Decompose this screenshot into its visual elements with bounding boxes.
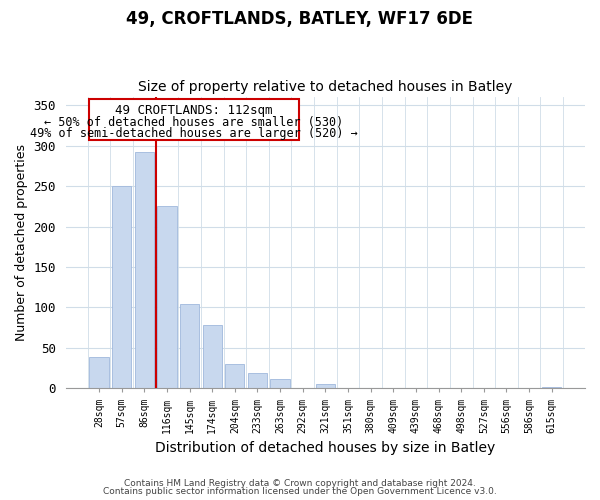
Title: Size of property relative to detached houses in Batley: Size of property relative to detached ho… <box>138 80 512 94</box>
Text: 49% of semi-detached houses are larger (520) →: 49% of semi-detached houses are larger (… <box>30 127 358 140</box>
Bar <box>542 387 562 388</box>
Bar <box>225 364 244 388</box>
Bar <box>157 206 176 388</box>
Text: Contains HM Land Registry data © Crown copyright and database right 2024.: Contains HM Land Registry data © Crown c… <box>124 478 476 488</box>
Bar <box>112 186 131 388</box>
Text: Contains public sector information licensed under the Open Government Licence v3: Contains public sector information licen… <box>103 487 497 496</box>
Bar <box>248 373 267 388</box>
Text: ← 50% of detached houses are smaller (530): ← 50% of detached houses are smaller (53… <box>44 116 344 128</box>
Y-axis label: Number of detached properties: Number of detached properties <box>15 144 28 341</box>
Bar <box>89 357 109 388</box>
Bar <box>203 326 222 388</box>
Bar <box>316 384 335 388</box>
Bar <box>134 152 154 388</box>
X-axis label: Distribution of detached houses by size in Batley: Distribution of detached houses by size … <box>155 441 496 455</box>
FancyBboxPatch shape <box>89 100 299 140</box>
Text: 49, CROFTLANDS, BATLEY, WF17 6DE: 49, CROFTLANDS, BATLEY, WF17 6DE <box>127 10 473 28</box>
Bar <box>271 380 290 388</box>
Bar <box>180 304 199 388</box>
Text: 49 CROFTLANDS: 112sqm: 49 CROFTLANDS: 112sqm <box>115 104 273 118</box>
